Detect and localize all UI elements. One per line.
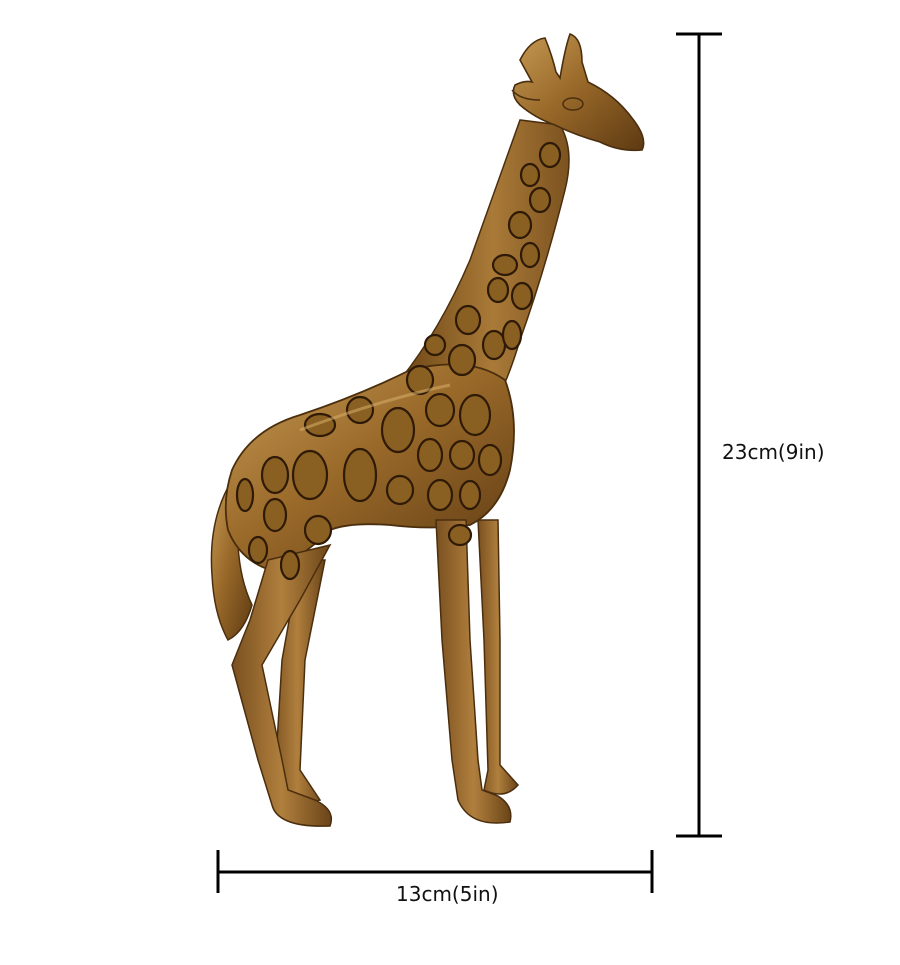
giraffe-eye	[562, 97, 584, 111]
giraffe-highlight	[299, 383, 451, 432]
giraffe-front-legs	[231, 519, 512, 827]
height-dimension-label: 23cm(9in)	[722, 440, 825, 464]
height-dimension-line	[676, 32, 722, 838]
giraffe-ear	[511, 89, 541, 101]
width-dimension-line	[216, 850, 654, 893]
giraffe-spot-pattern	[235, 141, 562, 581]
giraffe-head	[511, 32, 645, 152]
width-dimension-label: 13cm(5in)	[396, 882, 499, 906]
